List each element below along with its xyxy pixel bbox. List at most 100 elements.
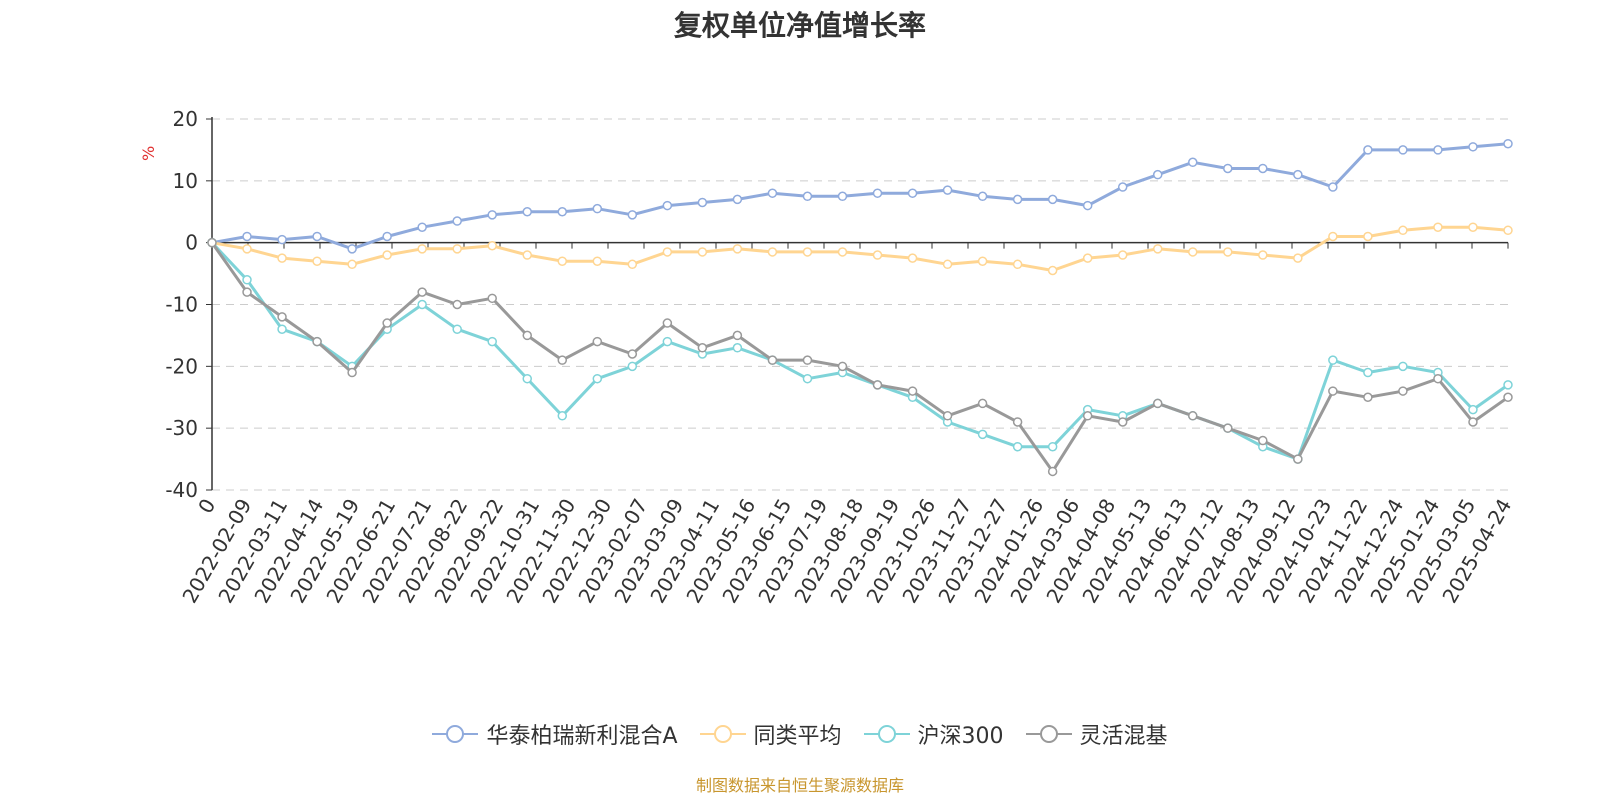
data-point (417, 287, 427, 297)
data-point (1047, 194, 1058, 205)
legend-line-icon (863, 725, 910, 743)
legend-line-icon (1025, 725, 1072, 743)
data-point (1258, 163, 1268, 174)
data-point (1188, 247, 1198, 257)
data-point (1503, 138, 1513, 149)
data-point (312, 336, 322, 347)
data-point (1293, 169, 1303, 180)
data-point (907, 253, 918, 263)
data-point (312, 231, 322, 242)
data-point (697, 247, 708, 257)
data-point (1468, 142, 1478, 152)
data-point (1152, 244, 1163, 254)
data-point (1258, 435, 1268, 446)
data-point (1223, 247, 1233, 257)
data-point (1398, 361, 1408, 372)
legend-label: 华泰柏瑞新利混合A (486, 724, 678, 749)
data-point (242, 287, 252, 297)
data-point (767, 188, 778, 198)
data-point (837, 361, 848, 372)
data-point (977, 191, 988, 202)
legend-item[interactable]: 华泰柏瑞新利混合A (432, 718, 678, 750)
data-point (277, 312, 287, 322)
chart-title: 复权单位净值增长率 (673, 9, 926, 42)
data-point (417, 244, 427, 254)
data-point (487, 210, 497, 220)
data-point (1047, 441, 1058, 452)
data-point (277, 253, 287, 263)
data-point (1433, 145, 1443, 155)
data-point (347, 244, 357, 254)
y-tick-label: -20 (165, 354, 198, 378)
data-point (1012, 259, 1023, 270)
data-point (942, 259, 953, 270)
y-tick-label: 10 (173, 169, 198, 193)
data-point (732, 343, 743, 353)
data-point (242, 231, 252, 242)
data-point (732, 330, 743, 341)
data-point (697, 197, 708, 208)
data-point (977, 398, 988, 409)
x-tick-label: 0 (193, 495, 220, 518)
data-point (452, 299, 462, 310)
y-tick-label: -10 (165, 293, 198, 317)
data-point (1188, 157, 1198, 168)
data-point (1223, 163, 1233, 174)
data-point (417, 222, 427, 232)
data-point (242, 244, 252, 254)
data-point (627, 349, 638, 359)
data-point (592, 373, 603, 384)
data-point (1117, 182, 1128, 192)
data-point (1188, 411, 1198, 421)
data-point (1293, 253, 1303, 263)
data-point (452, 324, 462, 334)
data-point (382, 250, 392, 260)
chart-legend: 华泰柏瑞新利混合A 同类平均 沪深300 灵活混基 (0, 718, 1600, 750)
data-point (802, 373, 813, 384)
data-point (872, 250, 883, 260)
data-point (1012, 194, 1023, 205)
data-point (767, 247, 778, 257)
data-point (1398, 225, 1408, 236)
legend-item[interactable]: 沪深300 (863, 718, 1004, 750)
data-point (1433, 373, 1443, 384)
data-point (522, 330, 532, 341)
data-point (662, 318, 673, 328)
data-point (592, 203, 603, 214)
y-tick-label: -30 (165, 416, 198, 440)
data-point (1012, 441, 1023, 452)
data-point (522, 207, 532, 217)
data-point (942, 411, 953, 421)
data-point (907, 188, 918, 198)
data-point (1082, 411, 1093, 421)
legend-item[interactable]: 同类平均 (699, 718, 842, 750)
data-point (557, 355, 568, 365)
data-point (277, 234, 287, 245)
data-point (837, 247, 848, 257)
data-point (732, 244, 743, 254)
data-point (1468, 222, 1478, 232)
data-point (977, 256, 988, 266)
data-point (1363, 145, 1373, 155)
data-point (557, 411, 568, 421)
data-point (557, 256, 568, 266)
data-point (1152, 398, 1163, 409)
data-point (452, 216, 462, 226)
data-point (487, 336, 497, 347)
data-point (522, 250, 532, 260)
data-point (1152, 169, 1163, 180)
data-point (697, 343, 708, 353)
data-point (1047, 466, 1058, 477)
data-point (557, 207, 568, 217)
data-point (452, 244, 462, 254)
data-point (1328, 386, 1338, 396)
data-point (1503, 392, 1513, 402)
chart-plot: 20100-10-20-30-40%02022-02-092022-03-112… (139, 107, 1516, 607)
data-point (907, 386, 918, 396)
data-point (767, 355, 778, 365)
data-point (1503, 380, 1513, 390)
data-point (872, 188, 883, 198)
legend-item[interactable]: 灵活混基 (1025, 718, 1168, 750)
data-point (1117, 250, 1128, 260)
legend-label: 沪深300 (917, 724, 1004, 749)
